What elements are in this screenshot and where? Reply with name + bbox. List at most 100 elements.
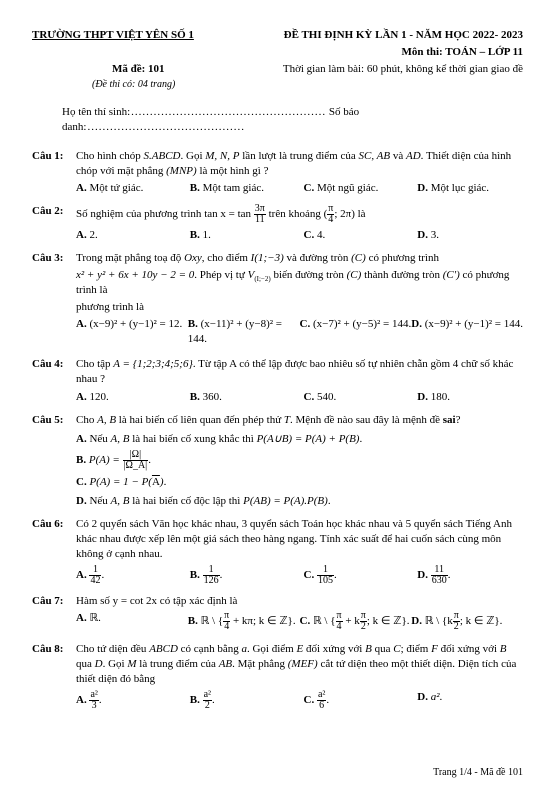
q5-a2: là hai biến cố xung khắc thì bbox=[129, 433, 256, 445]
q2-d: 3. bbox=[431, 229, 439, 241]
question-6: Câu 6: Có 2 quyển sách Văn học khác nhau… bbox=[32, 517, 523, 586]
q2-opts: A. 2. B. 1. C. 4. D. 3. bbox=[76, 228, 523, 243]
q8-c: C bbox=[393, 643, 400, 655]
question-1: Câu 1: Cho hình chóp S.ABCD. Gọi M, N, P… bbox=[32, 149, 523, 197]
page-footer: Trang 1/4 - Mã đề 101 bbox=[433, 766, 523, 780]
q4-b: 360. bbox=[203, 391, 222, 403]
q6-d-frac: 11630 bbox=[431, 565, 448, 586]
q3-c1: (C) bbox=[351, 252, 366, 264]
q3-c3: (C') bbox=[443, 269, 460, 281]
q3-c: (x−7)² + (y−5)² = 144. bbox=[313, 318, 411, 330]
q5-c3: ) bbox=[160, 476, 164, 488]
q3-b: (x−11)² + (y−8)² = 144. bbox=[188, 318, 282, 345]
question-4: Câu 4: Cho tập A = {1;2;3;4;5;6}. Từ tập… bbox=[32, 357, 523, 405]
q1-t1: Cho hình chóp bbox=[76, 150, 144, 162]
q3-t3: và đường tròn bbox=[284, 252, 351, 264]
q3-i: I(1;−3) bbox=[251, 252, 284, 264]
q7-d2: ; k ∈ ℤ}. bbox=[460, 615, 503, 627]
name-label: Họ tên thí sinh bbox=[62, 106, 127, 118]
q7-c3: ; k ∈ ℤ}. bbox=[367, 615, 410, 627]
q3-opts: A. (x−9)² + (y−1)² = 12. B. (x−11)² + (y… bbox=[76, 317, 523, 349]
name-dots: :.......................................… bbox=[127, 106, 326, 118]
q3-t9: phương trình là bbox=[76, 300, 523, 315]
q7-b1: ℝ \ { bbox=[201, 615, 224, 627]
q8-t10: là trung điểm của bbox=[137, 658, 219, 670]
q5-c2: A bbox=[152, 476, 160, 488]
q7-num: Câu 7: bbox=[32, 594, 76, 635]
candidate-row: Họ tên thí sinh:........................… bbox=[62, 105, 523, 135]
q6-b-frac: 1126 bbox=[203, 565, 220, 586]
q5-t4: ? bbox=[456, 414, 461, 426]
q8-t8: qua bbox=[76, 658, 95, 670]
q2-t1: Số nghiệm của phương trình bbox=[76, 208, 204, 220]
question-3: Câu 3: Trong mặt phẳng toạ độ Oxy, cho đ… bbox=[32, 251, 523, 349]
q8-b-frac: a²2 bbox=[203, 690, 212, 711]
q3-vsub: (I;−2) bbox=[254, 275, 270, 283]
q8-t7: đối xứng với bbox=[438, 643, 500, 655]
q5-d1: Nếu bbox=[89, 495, 110, 507]
q1-s: S.ABCD bbox=[144, 150, 181, 162]
q2-c: 4. bbox=[317, 229, 325, 241]
q8-t6: ; điểm bbox=[401, 643, 432, 655]
q1-opts: A. Một tứ giác. B. Một tam giác. C. Một … bbox=[76, 181, 523, 196]
q5-t3: . Mệnh đề nào sau đây là mệnh đề bbox=[290, 414, 443, 426]
q8-t5: qua bbox=[372, 643, 393, 655]
q5-ab3: A, B bbox=[111, 495, 130, 507]
q4-t1: Cho tập bbox=[76, 358, 113, 370]
q1-b: Một tam giác. bbox=[203, 182, 264, 194]
q8-ab: AB bbox=[219, 658, 232, 670]
q6-c-frac: 1105 bbox=[317, 565, 334, 586]
header-row: TRƯỜNG THPT VIỆT YÊN SỐ 1 ĐỀ THI ĐỊNH KỲ… bbox=[32, 28, 523, 43]
q5-a3: P(A∪B) = P(A) + P(B) bbox=[257, 433, 360, 445]
q8-t4: đối xứng với bbox=[303, 643, 365, 655]
q8-c-frac: a²6 bbox=[317, 690, 326, 711]
q8-body: Cho tứ diện đều ABCD có cạnh bằng a. Gọi… bbox=[76, 642, 523, 711]
q6-num: Câu 6: bbox=[32, 517, 76, 586]
q1-t4: và bbox=[390, 150, 406, 162]
q8-a-frac: a²3 bbox=[89, 690, 98, 711]
q7-c-frac1: π4 bbox=[336, 611, 343, 632]
q3-d: (x−9)² + (y−1)² = 144. bbox=[425, 318, 523, 330]
q7-d1: ℝ \ {k bbox=[425, 615, 453, 627]
q1-t3: lần lượt là trung điểm của bbox=[240, 150, 359, 162]
q7-a: ℝ. bbox=[89, 612, 100, 624]
q8-t11: . Mặt phẳng bbox=[232, 658, 288, 670]
q8-b2: B bbox=[500, 643, 507, 655]
q2-b: 1. bbox=[203, 229, 211, 241]
q4-d: 180. bbox=[431, 391, 450, 403]
q8-t9: . Gọi bbox=[103, 658, 128, 670]
q1-t2: . Gọi bbox=[181, 150, 206, 162]
q3-body: Trong mặt phẳng toạ độ Oxy, cho điểm I(1… bbox=[76, 251, 523, 349]
q6-a-frac: 142 bbox=[89, 565, 101, 586]
id-dots: :.......................................… bbox=[83, 121, 245, 133]
question-2: Câu 2: Số nghiệm của phương trình tan x … bbox=[32, 204, 523, 243]
q3-num: Câu 3: bbox=[32, 251, 76, 349]
q5-num: Câu 5: bbox=[32, 413, 76, 509]
q5-c1: P(A) = 1 − P( bbox=[89, 476, 152, 488]
q1-sc: SC, AB bbox=[359, 150, 391, 162]
q5-d2: là hai biến cố độc lập thì bbox=[129, 495, 243, 507]
q2-t2: trên khoảng bbox=[269, 208, 324, 220]
q1-mnp2: (MNP) bbox=[166, 165, 197, 177]
q8-abcd: ABCD bbox=[149, 643, 178, 655]
q7-c1: ℝ \ { bbox=[313, 615, 336, 627]
q7-c-frac2: π2 bbox=[360, 611, 367, 632]
page-count: (Đề thi có: 04 trang) bbox=[92, 78, 523, 92]
q7-c2: + k bbox=[343, 615, 360, 627]
q5-ab: A, B bbox=[97, 414, 116, 426]
q7-text: Hàm số y = cot 2x có tập xác định là bbox=[76, 594, 523, 609]
q3-t5: . Phép vị tự bbox=[194, 269, 247, 281]
q2-num: Câu 2: bbox=[32, 204, 76, 243]
q1-t6: là một hình gì ? bbox=[197, 165, 269, 177]
q2-i2: ; 2π bbox=[334, 208, 351, 220]
question-7: Câu 7: Hàm số y = cot 2x có tập xác định… bbox=[32, 594, 523, 635]
q7-d-frac: π2 bbox=[453, 611, 460, 632]
q2-frac1: 3π11 bbox=[254, 204, 266, 225]
q4-a: 120. bbox=[89, 391, 108, 403]
q1-body: Cho hình chóp S.ABCD. Gọi M, N, P lần lư… bbox=[76, 149, 523, 197]
q3-eq: x² + y² + 6x + 10y − 2 = 0 bbox=[76, 269, 194, 281]
question-8: Câu 8: Cho tứ diện đều ABCD có cạnh bằng… bbox=[32, 642, 523, 711]
q5-t2: là hai biến cố liên quan đến phép thử bbox=[116, 414, 284, 426]
q8-t3: . Gọi điểm bbox=[247, 643, 297, 655]
q2-a: 2. bbox=[89, 229, 97, 241]
